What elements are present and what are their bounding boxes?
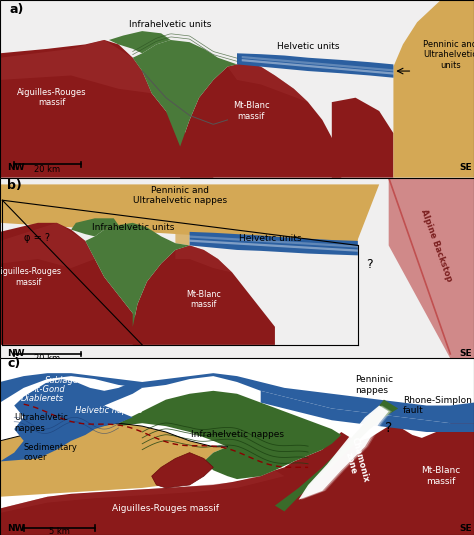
Polygon shape bbox=[0, 470, 284, 513]
Polygon shape bbox=[0, 185, 379, 246]
Polygon shape bbox=[0, 223, 95, 268]
Polygon shape bbox=[332, 98, 393, 178]
Polygon shape bbox=[0, 40, 213, 178]
Polygon shape bbox=[190, 232, 358, 255]
Polygon shape bbox=[190, 240, 358, 252]
Text: SE: SE bbox=[460, 163, 473, 172]
Text: 20 km: 20 km bbox=[34, 354, 61, 363]
Text: Aiguilles-Rouges
massif: Aiguilles-Rouges massif bbox=[0, 268, 62, 287]
Text: Penninic
nappes: Penninic nappes bbox=[356, 375, 393, 395]
Polygon shape bbox=[302, 406, 392, 500]
Text: Helvetic nappes: Helvetic nappes bbox=[75, 406, 143, 415]
Text: Helvetic units: Helvetic units bbox=[239, 234, 301, 243]
Text: Infrahelvetic units: Infrahelvetic units bbox=[91, 223, 174, 232]
Text: ?: ? bbox=[366, 258, 373, 271]
Polygon shape bbox=[0, 223, 142, 345]
Polygon shape bbox=[71, 218, 118, 236]
Text: Mt-Gond: Mt-Gond bbox=[29, 385, 65, 394]
Text: a): a) bbox=[9, 3, 24, 17]
Text: SE: SE bbox=[460, 349, 473, 358]
Text: Ultrahelvetic
nappes: Ultrahelvetic nappes bbox=[14, 414, 68, 433]
Text: NW: NW bbox=[7, 349, 25, 358]
Polygon shape bbox=[175, 246, 232, 272]
Polygon shape bbox=[0, 438, 474, 535]
Polygon shape bbox=[152, 453, 213, 488]
Text: 20 km: 20 km bbox=[34, 165, 61, 174]
Polygon shape bbox=[0, 373, 474, 423]
Polygon shape bbox=[301, 406, 391, 500]
Text: Aiguilles-Rouges
massif: Aiguilles-Rouges massif bbox=[18, 88, 87, 108]
Text: Infrahelvetic nappes: Infrahelvetic nappes bbox=[191, 431, 283, 439]
Text: Rhone-Simplon
fault: Rhone-Simplon fault bbox=[403, 396, 472, 415]
Text: Mt-Blanc
massif: Mt-Blanc massif bbox=[186, 290, 221, 309]
Polygon shape bbox=[237, 54, 393, 78]
Text: Alpine Backstop: Alpine Backstop bbox=[419, 208, 454, 283]
Text: Helvetic units: Helvetic units bbox=[277, 42, 339, 51]
Polygon shape bbox=[275, 400, 398, 511]
Polygon shape bbox=[85, 223, 190, 327]
Polygon shape bbox=[0, 379, 142, 461]
Polygon shape bbox=[242, 56, 393, 72]
Text: Diablerets: Diablerets bbox=[21, 394, 64, 403]
Text: c): c) bbox=[7, 357, 20, 370]
Polygon shape bbox=[133, 246, 275, 345]
Text: 5 km: 5 km bbox=[49, 526, 70, 535]
Polygon shape bbox=[389, 178, 474, 358]
Text: Aiguilles-Rouges massif: Aiguilles-Rouges massif bbox=[112, 504, 219, 513]
Polygon shape bbox=[118, 391, 341, 479]
Polygon shape bbox=[0, 40, 152, 93]
Polygon shape bbox=[299, 406, 389, 500]
Text: NW: NW bbox=[7, 163, 25, 172]
Polygon shape bbox=[109, 31, 171, 54]
Polygon shape bbox=[322, 414, 474, 535]
Text: Sublage: Sublage bbox=[45, 377, 79, 385]
Text: Mt-Blanc
massif: Mt-Blanc massif bbox=[233, 101, 270, 121]
Polygon shape bbox=[133, 40, 246, 147]
Polygon shape bbox=[190, 235, 358, 248]
Text: b): b) bbox=[7, 179, 22, 192]
Text: Penninic and
Ultrahelvetic
units: Penninic and Ultrahelvetic units bbox=[423, 40, 474, 70]
Text: SE: SE bbox=[460, 524, 473, 532]
Text: Mt-Blanc
massif: Mt-Blanc massif bbox=[421, 467, 460, 486]
Text: Penninic and
Ultrahelvetic nappes: Penninic and Ultrahelvetic nappes bbox=[133, 186, 227, 205]
Polygon shape bbox=[175, 218, 358, 246]
Polygon shape bbox=[180, 62, 341, 178]
Text: Chamonix
zone: Chamonix zone bbox=[340, 437, 371, 486]
Polygon shape bbox=[242, 59, 393, 74]
Text: NW: NW bbox=[7, 524, 25, 532]
Text: Infrahelvetic units: Infrahelvetic units bbox=[129, 20, 212, 29]
Polygon shape bbox=[0, 423, 228, 496]
Text: φ = ?: φ = ? bbox=[24, 233, 50, 243]
Text: Sedimentary
cover: Sedimentary cover bbox=[24, 443, 78, 462]
Polygon shape bbox=[393, 0, 474, 178]
Polygon shape bbox=[261, 391, 474, 432]
Text: ?: ? bbox=[385, 421, 392, 435]
Polygon shape bbox=[228, 62, 308, 102]
